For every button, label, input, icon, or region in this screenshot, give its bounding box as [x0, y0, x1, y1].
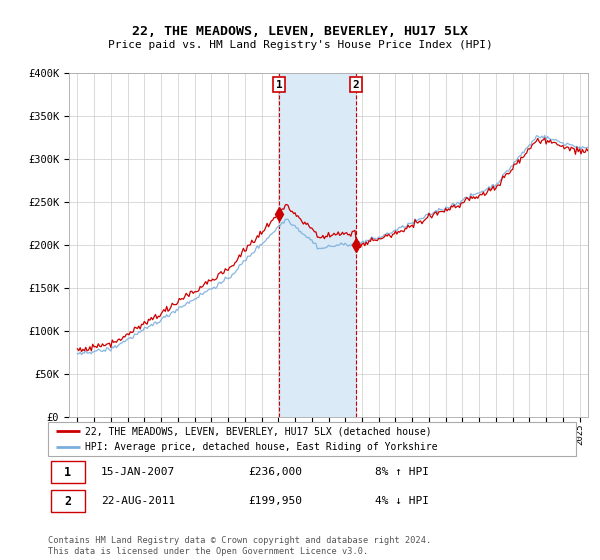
Bar	[279, 73, 356, 417]
Text: 22, THE MEADOWS, LEVEN, BEVERLEY, HU17 5LX: 22, THE MEADOWS, LEVEN, BEVERLEY, HU17 5…	[132, 25, 468, 38]
Text: HPI: Average price, detached house, East Riding of Yorkshire: HPI: Average price, detached house, East…	[85, 442, 437, 452]
Bar	[50, 461, 85, 483]
Text: £236,000: £236,000	[248, 467, 302, 477]
Text: Price paid vs. HM Land Registry's House Price Index (HPI): Price paid vs. HM Land Registry's House …	[107, 40, 493, 50]
Text: 22-AUG-2011: 22-AUG-2011	[101, 496, 175, 506]
Text: 2: 2	[353, 80, 359, 90]
Text: Contains HM Land Registry data © Crown copyright and database right 2024.
This d: Contains HM Land Registry data © Crown c…	[48, 536, 431, 556]
Text: 15-JAN-2007: 15-JAN-2007	[101, 467, 175, 477]
Text: 22, THE MEADOWS, LEVEN, BEVERLEY, HU17 5LX (detached house): 22, THE MEADOWS, LEVEN, BEVERLEY, HU17 5…	[85, 426, 431, 436]
Text: 4% ↓ HPI: 4% ↓ HPI	[376, 496, 430, 506]
Text: £199,950: £199,950	[248, 496, 302, 506]
Text: 8% ↑ HPI: 8% ↑ HPI	[376, 467, 430, 477]
Text: 2: 2	[64, 494, 71, 508]
Text: 1: 1	[275, 80, 283, 90]
Text: 1: 1	[64, 465, 71, 479]
Bar	[50, 491, 85, 512]
